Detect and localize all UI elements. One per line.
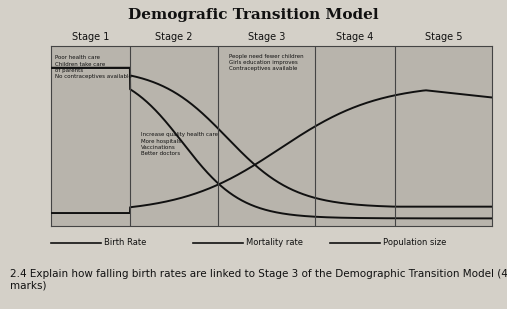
Text: Increase quality health care
More hospitals
Vaccinations
Better doctors: Increase quality health care More hospit…	[141, 132, 218, 156]
Text: Stage 1: Stage 1	[71, 32, 109, 42]
Text: People need fewer children
Girls education improves
Contraceptives available: People need fewer children Girls educati…	[229, 53, 304, 71]
Text: Poor health care
Children take care
of parents
No contraceptives available: Poor health care Children take care of p…	[55, 55, 132, 79]
Text: Population size: Population size	[383, 238, 446, 247]
Text: Stage 4: Stage 4	[336, 32, 374, 42]
Text: Stage 3: Stage 3	[248, 32, 285, 42]
Text: 2.4 Explain how falling birth rates are linked to Stage 3 of the Demographic Tra: 2.4 Explain how falling birth rates are …	[10, 269, 507, 290]
Text: Demografic Transition Model: Demografic Transition Model	[128, 8, 379, 22]
Text: Stage 2: Stage 2	[156, 32, 193, 42]
Text: Mortality rate: Mortality rate	[246, 238, 303, 247]
Text: Birth Rate: Birth Rate	[104, 238, 147, 247]
Text: Stage 5: Stage 5	[424, 32, 462, 42]
